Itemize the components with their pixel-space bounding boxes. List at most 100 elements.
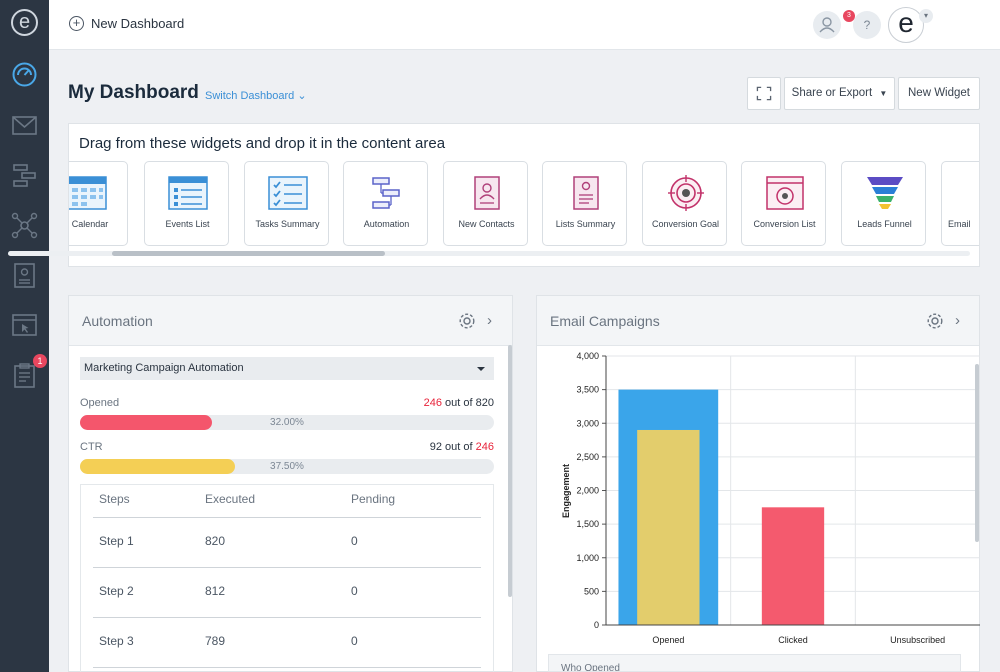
share-export-label: Share or Export [791, 87, 873, 99]
page-title: My Dashboard [68, 82, 199, 103]
x-tick-label: Clicked [778, 635, 808, 645]
fullscreen-button[interactable] [747, 77, 781, 110]
automation-select[interactable]: Marketing Campaign Automation [80, 357, 494, 380]
opened-progress-fill [80, 415, 213, 430]
new-widget-button[interactable]: New Widget [898, 77, 980, 110]
y-tick-label: 500 [584, 586, 599, 596]
plus-circle-icon: + [69, 16, 84, 31]
step-name: Step 1 [99, 534, 134, 548]
widget-label: New Contacts [458, 219, 515, 229]
calendar-icon [69, 176, 107, 210]
column-header: Executed [205, 492, 256, 506]
widget-lists-summary[interactable]: Lists Summary [542, 161, 627, 246]
table-row: Step 1 820 0 [93, 518, 481, 568]
chevron-right-icon[interactable]: › [955, 312, 960, 329]
step-name: Step 2 [99, 584, 134, 598]
widget-label: Lists Summary [555, 219, 616, 229]
user-avatar[interactable]: e [888, 7, 924, 43]
contacts-icon[interactable] [10, 261, 39, 290]
new-dashboard-label: New Dashboard [91, 16, 185, 31]
email-panel-header: Email Campaigns › [537, 296, 979, 346]
widget-new-contacts[interactable]: New Contacts [443, 161, 528, 246]
step-pending: 0 [351, 584, 358, 598]
step-pending: 0 [351, 534, 358, 548]
opened-value: 246 out of 820 [424, 397, 494, 409]
automation-panel-title: Automation [82, 313, 153, 329]
top-bar: + New Dashboard [49, 0, 1000, 50]
step-pending: 0 [351, 634, 358, 648]
widget-label: s Calendar [69, 219, 109, 229]
team-icon[interactable] [813, 11, 841, 39]
chevron-down-icon[interactable]: ▾ [919, 9, 933, 23]
expand-icon [756, 86, 772, 101]
email-panel-scrollbar[interactable] [975, 364, 979, 542]
step-executed: 812 [205, 584, 226, 598]
ctr-value: 92 out of 246 [430, 441, 494, 453]
email-panel-title: Email Campaigns [550, 313, 660, 329]
widget-label: Conversion List [753, 219, 816, 229]
tasks-summary-icon [268, 176, 308, 210]
step-executed: 820 [205, 534, 226, 548]
opened-label: Opened [80, 397, 120, 409]
conversion-list-icon [766, 176, 804, 210]
engagement-bar-chart: 0 500 1,000 1,500 2,000 2,500 3,000 3,500 4,000 O… [561, 351, 980, 645]
automation-panel-scrollbar[interactable] [508, 345, 512, 597]
help-button[interactable]: ? [853, 11, 881, 39]
y-tick-label: 3,000 [576, 418, 599, 428]
table-row: Step 3 789 0 [93, 618, 481, 668]
widget-label: Events List [165, 219, 210, 229]
widget-conversion-goal[interactable]: Conversion Goal [642, 161, 727, 246]
tasks-badge: 1 [33, 354, 47, 368]
new-contacts-icon [474, 176, 500, 210]
share-export-button[interactable]: Share or Export ▼ [784, 77, 895, 110]
gear-icon[interactable] [926, 312, 944, 330]
widget-strip-scroll-thumb[interactable] [112, 251, 385, 256]
y-tick-label: 4,000 [576, 351, 599, 361]
steps-table: Steps Executed Pending Step 1 820 0 Step… [80, 484, 494, 672]
opened-percent: 32.00% [270, 417, 304, 428]
events-list-icon [168, 176, 208, 210]
gear-icon[interactable] [458, 312, 476, 330]
column-header: Steps [99, 492, 130, 506]
widget-leads-funnel[interactable]: Leads Funnel [841, 161, 926, 246]
opened-progress-bar: 32.00% [80, 415, 494, 430]
automation-icon [372, 177, 400, 209]
y-tick-label: 2,500 [576, 452, 599, 462]
app-logo[interactable]: e [11, 9, 38, 36]
widget-calendar[interactable]: s Calendar [69, 161, 128, 246]
steps-table-header: Steps Executed Pending [93, 485, 481, 518]
bar-opened [637, 429, 700, 625]
column-header: Pending [351, 492, 396, 506]
automation-panel-header: Automation › [69, 296, 512, 346]
opened-total: out of 820 [442, 397, 494, 409]
y-axis-label: Engagement [561, 464, 571, 518]
dashboard-gauge-icon[interactable] [10, 60, 39, 89]
widget-conversion-list[interactable]: Conversion List [741, 161, 826, 246]
chevron-right-icon[interactable]: › [487, 312, 492, 329]
step-name: Step 3 [99, 634, 134, 648]
ctr-progress-fill [80, 459, 236, 474]
widget-label: Conversion Goal [651, 219, 720, 229]
widget-strip-scrollbar[interactable] [8, 251, 970, 256]
web-pages-icon[interactable] [10, 311, 39, 340]
switch-dashboard-link[interactable]: Switch Dashboard ⌄ [205, 90, 307, 102]
widget-automation[interactable]: Automation [343, 161, 428, 246]
automation-flow-icon[interactable] [10, 161, 39, 190]
tasks-clipboard-icon[interactable] [10, 361, 39, 390]
y-tick-label: 1,500 [576, 519, 599, 529]
widget-events-list[interactable]: Events List [144, 161, 229, 246]
widget-label: Leads Funnel [857, 219, 912, 229]
widget-tasks-summary[interactable]: Tasks Summary [244, 161, 329, 246]
email-icon[interactable] [10, 111, 39, 140]
widget-email[interactable]: Email [941, 161, 979, 246]
x-tick-label: Opened [652, 635, 684, 645]
new-dashboard-button[interactable]: + New Dashboard [69, 16, 184, 31]
x-tick-label: Unsubscribed [890, 635, 945, 645]
leads-funnel-icon [867, 177, 903, 209]
who-opened-section[interactable]: Who Opened [548, 654, 961, 672]
table-row: Step 2 812 0 [93, 568, 481, 618]
ctr-label: CTR [80, 441, 103, 453]
caret-down-icon [477, 367, 485, 371]
widget-strip: s Calendar Events List Tasks Summary Aut… [69, 161, 979, 247]
network-icon[interactable] [10, 211, 39, 240]
